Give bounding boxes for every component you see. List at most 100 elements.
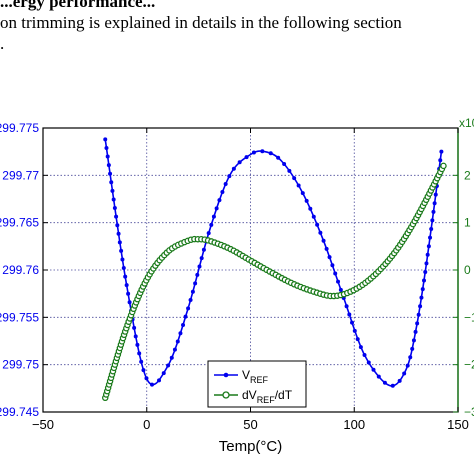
series-marker xyxy=(366,360,371,365)
series-marker xyxy=(132,325,137,330)
series-marker xyxy=(251,150,256,155)
legend: VREF dVREF/dT xyxy=(207,360,307,408)
series-marker xyxy=(126,291,131,296)
series-marker xyxy=(181,322,186,327)
series-vref xyxy=(103,137,444,388)
series-marker xyxy=(362,352,367,357)
series-marker xyxy=(336,279,341,284)
series-marker xyxy=(321,238,326,243)
series-marker xyxy=(105,154,110,159)
series-marker xyxy=(333,271,338,276)
series-marker xyxy=(169,355,174,360)
series-marker xyxy=(183,314,188,319)
series-marker xyxy=(103,137,108,142)
series-marker xyxy=(150,382,155,387)
series-marker xyxy=(115,223,120,228)
series-marker xyxy=(268,151,273,156)
series-marker xyxy=(413,329,418,334)
series-marker xyxy=(287,168,292,173)
series-marker xyxy=(206,231,211,236)
series-marker xyxy=(193,281,198,286)
series-marker xyxy=(231,166,236,171)
series-marker xyxy=(227,174,232,179)
series-marker xyxy=(175,339,180,344)
series-marker xyxy=(438,158,443,163)
series-marker xyxy=(415,321,420,326)
y-tick-label-right: −1 xyxy=(464,310,474,324)
y-tick-label-right: 0 xyxy=(464,263,471,277)
series-marker xyxy=(327,255,332,260)
y-tick-label-left: 299.75 xyxy=(2,358,39,372)
series-marker xyxy=(390,383,395,388)
series-marker xyxy=(195,272,200,277)
series-marker xyxy=(106,163,111,168)
series-marker xyxy=(111,197,116,202)
series-marker xyxy=(178,331,183,336)
series-marker xyxy=(402,371,407,376)
series-marker xyxy=(110,188,115,193)
series-marker xyxy=(419,295,424,300)
series-marker xyxy=(124,283,129,288)
series-marker xyxy=(104,145,109,150)
series-marker xyxy=(418,304,423,309)
series-marker xyxy=(315,222,320,227)
series-marker xyxy=(311,214,316,219)
x-axis-label: Temp(°C) xyxy=(219,438,283,455)
legend-swatch-marker xyxy=(223,372,229,378)
series-marker xyxy=(260,149,265,154)
x-tick-label: −50 xyxy=(32,417,54,432)
series-marker xyxy=(324,246,329,251)
x-tick-label: 0 xyxy=(143,417,150,432)
series-marker xyxy=(282,162,287,167)
series-marker xyxy=(416,312,421,317)
series-marker xyxy=(425,252,430,257)
y-tick-label-left: 299.745 xyxy=(0,405,39,419)
series-marker xyxy=(358,345,363,350)
series-marker xyxy=(371,367,376,372)
series-dvref-dt xyxy=(102,162,447,402)
series-marker xyxy=(127,300,132,305)
series-marker xyxy=(172,347,177,352)
y-tick-label-right: −3 xyxy=(464,405,474,419)
document-text-line: on trimming is explained in details in t… xyxy=(0,13,402,32)
legend-entry-label: VREF xyxy=(242,368,269,385)
series-marker xyxy=(397,378,402,383)
y-tick-label-right: 2 xyxy=(464,168,471,182)
series-marker xyxy=(166,363,171,368)
series-marker xyxy=(408,355,413,360)
series-marker xyxy=(355,337,360,342)
series-marker xyxy=(347,312,352,317)
series-marker xyxy=(424,261,429,266)
series-marker xyxy=(121,266,126,271)
series-marker xyxy=(237,160,242,165)
document-text-line: . xyxy=(0,34,5,53)
series-marker xyxy=(376,374,381,379)
series-marker xyxy=(292,176,297,181)
series-marker xyxy=(296,183,301,188)
series-marker xyxy=(214,206,219,211)
series-marker xyxy=(223,181,228,186)
series-marker xyxy=(304,198,309,203)
legend-box xyxy=(207,360,307,408)
series-marker xyxy=(133,334,138,339)
series-marker xyxy=(352,328,357,333)
series-marker xyxy=(161,371,166,376)
y-tick-label-left: 299.765 xyxy=(0,216,39,230)
series-marker xyxy=(220,190,225,195)
series-marker xyxy=(433,192,438,197)
x-tick-label: 100 xyxy=(343,417,365,432)
series-marker xyxy=(109,180,114,185)
series-marker xyxy=(308,206,313,211)
series-marker xyxy=(135,342,140,347)
series-marker xyxy=(426,244,431,249)
series-marker xyxy=(440,162,447,170)
series-marker xyxy=(199,256,204,261)
y-tick-label-left: 299.755 xyxy=(0,310,39,324)
series-marker xyxy=(344,304,349,309)
legend-entry-label: dVREF/dT xyxy=(242,388,293,405)
x-tick-label: 150 xyxy=(447,417,469,432)
series-marker xyxy=(186,306,191,311)
x-tick-label: 50 xyxy=(243,417,257,432)
series-marker xyxy=(119,248,124,253)
